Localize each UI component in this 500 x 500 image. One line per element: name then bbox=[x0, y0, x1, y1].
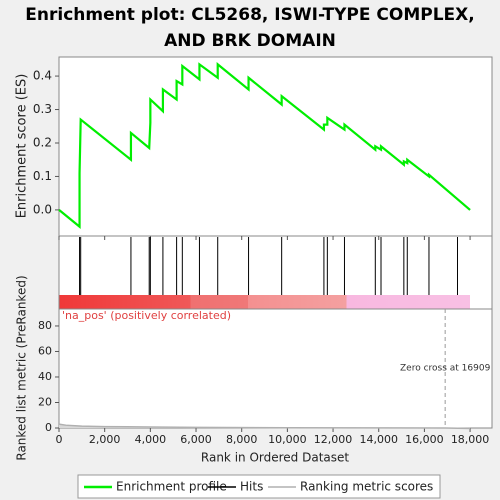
x-tick-label: 8,000 bbox=[226, 433, 258, 446]
x-tick-label: 18,000 bbox=[451, 433, 490, 446]
pos-label: 'na_pos' (positively correlated) bbox=[62, 309, 231, 322]
y-tick-label: 0.0 bbox=[33, 202, 52, 216]
legend-label: Enrichment profile bbox=[116, 480, 227, 494]
legend bbox=[77, 474, 441, 499]
es-line bbox=[58, 62, 471, 229]
x-axis-label: Rank in Ordered Dataset bbox=[201, 451, 349, 465]
metric-y-tick-label: 40 bbox=[38, 370, 52, 383]
metric-line bbox=[58, 423, 471, 430]
legend-label: Ranking metric scores bbox=[300, 480, 433, 494]
x-tick-label: 12,000 bbox=[314, 433, 353, 446]
chart-title: Enrichment plot: CL5268, ISWI-TYPE COMPL… bbox=[25, 5, 475, 51]
color-bar bbox=[59, 295, 470, 309]
x-tick-label: 10,000 bbox=[268, 433, 307, 446]
metric-y-tick-label: 80 bbox=[38, 319, 52, 332]
y-tick-label: 0.4 bbox=[33, 69, 52, 83]
y-tick-label: 0.3 bbox=[33, 102, 52, 116]
metric-y-tick-label: 20 bbox=[38, 395, 52, 408]
y-tick-label: 0.2 bbox=[33, 135, 52, 149]
zero-cross-label: Zero cross at 16909 bbox=[400, 364, 491, 374]
x-tick-label: 0 bbox=[56, 433, 63, 446]
x-tick-label: 6,000 bbox=[180, 433, 212, 446]
metric-axis-label: Ranked list metric (PreRanked) bbox=[15, 275, 29, 460]
legend-label: Hits bbox=[240, 480, 263, 494]
y-axis-label: Enrichment score (ES) bbox=[15, 74, 30, 219]
x-tick-label: 4,000 bbox=[135, 433, 167, 446]
metric-y-tick-label: 60 bbox=[38, 344, 52, 357]
y-tick-label: 0.1 bbox=[33, 169, 52, 183]
metric-y-tick-label: 0 bbox=[45, 421, 52, 434]
x-tick-label: 16,000 bbox=[405, 433, 444, 446]
x-tick-label: 14,000 bbox=[359, 433, 398, 446]
x-tick-label: 2,000 bbox=[89, 433, 121, 446]
